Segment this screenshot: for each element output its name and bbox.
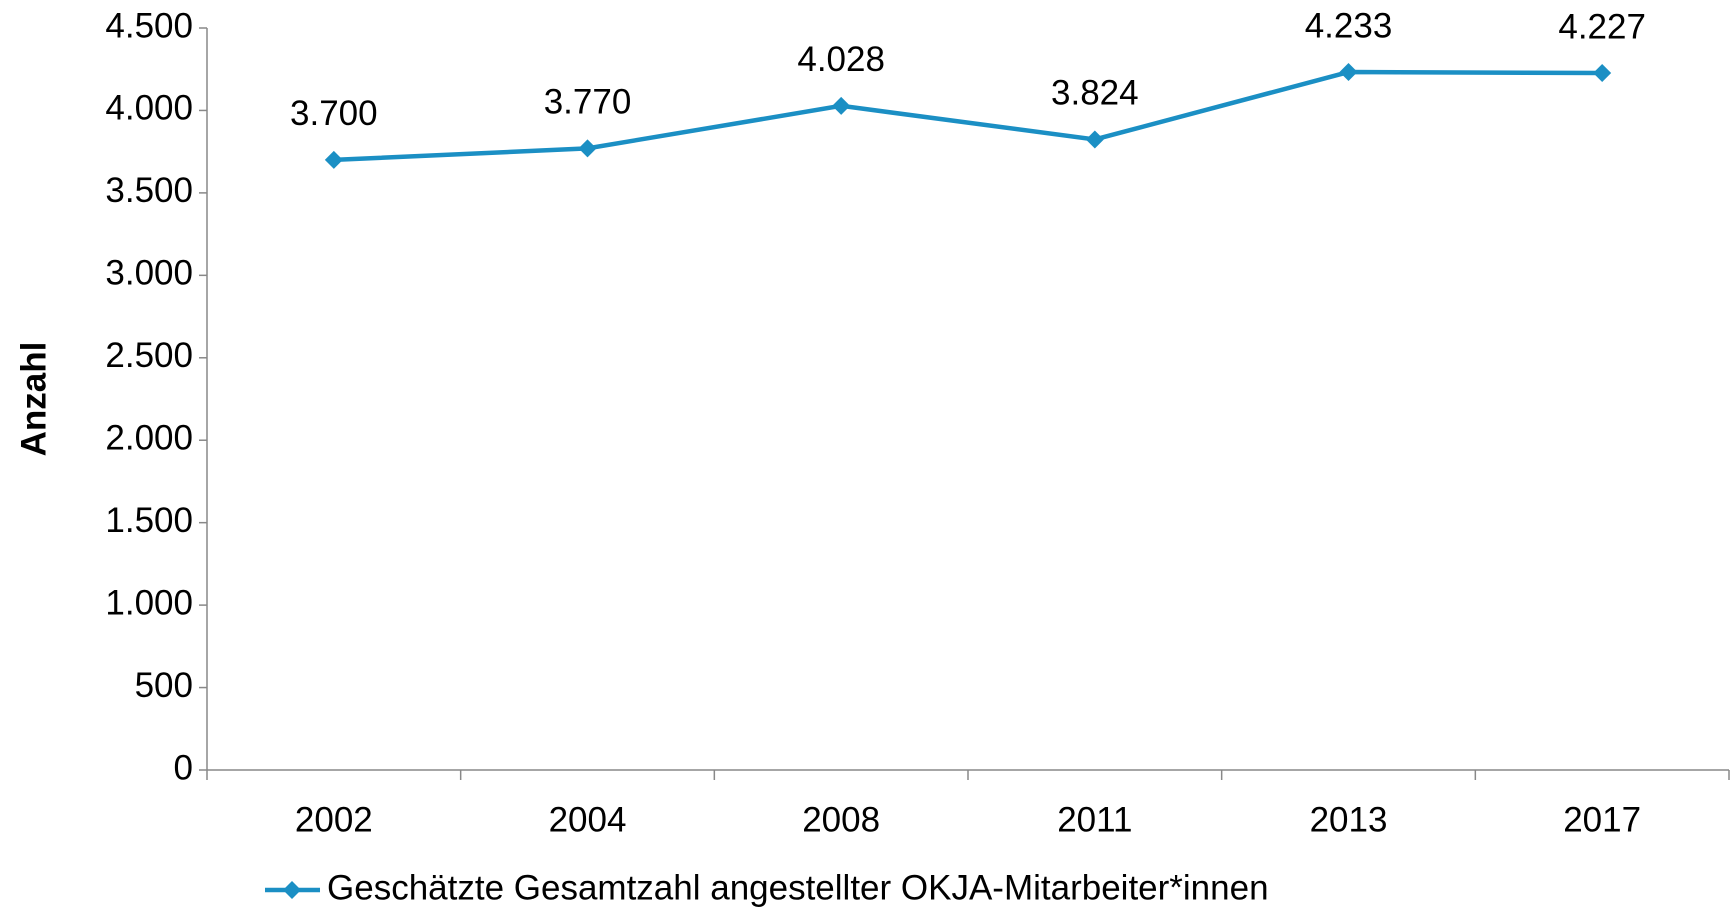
y-tick-label: 4.000 — [105, 89, 193, 128]
x-tick-label: 2004 — [549, 800, 627, 839]
data-label: 4.028 — [797, 40, 885, 79]
marker — [1593, 64, 1612, 83]
y-tick-label: 0 — [174, 748, 193, 787]
marker — [578, 139, 597, 158]
x-tick-label: 2008 — [802, 800, 880, 839]
line — [333, 69, 1603, 163]
y-tick-label: 2.000 — [105, 418, 193, 457]
data-label: 3.700 — [290, 94, 378, 133]
y-tick-label: 500 — [135, 666, 193, 705]
marker — [832, 96, 851, 115]
y-tick-label: 4.500 — [105, 6, 193, 45]
x-tick-label: 2013 — [1310, 800, 1388, 839]
marker — [324, 150, 343, 169]
y-tick-label: 1.500 — [105, 501, 193, 540]
x-tick-label: 2011 — [1057, 800, 1132, 839]
x-tick-label: 2002 — [295, 800, 373, 839]
data-label: 3.824 — [1051, 74, 1139, 113]
data-label: 3.770 — [544, 83, 632, 122]
y-tick-label: 1.000 — [105, 583, 193, 622]
data-label: 4.233 — [1305, 6, 1393, 45]
legend-marker — [283, 881, 301, 899]
y-tick-label: 3.000 — [105, 254, 193, 293]
marker — [1085, 130, 1104, 149]
y-axis-label: Anzahl — [14, 342, 53, 457]
marker — [1339, 63, 1358, 82]
legend-label: Geschätzte Gesamtzahl angestellter OKJA-… — [327, 868, 1269, 907]
data-label: 4.227 — [1558, 7, 1646, 46]
x-tick-label: 2017 — [1563, 800, 1641, 839]
y-tick-label: 3.500 — [105, 171, 193, 210]
y-tick-label: 2.500 — [105, 336, 193, 375]
